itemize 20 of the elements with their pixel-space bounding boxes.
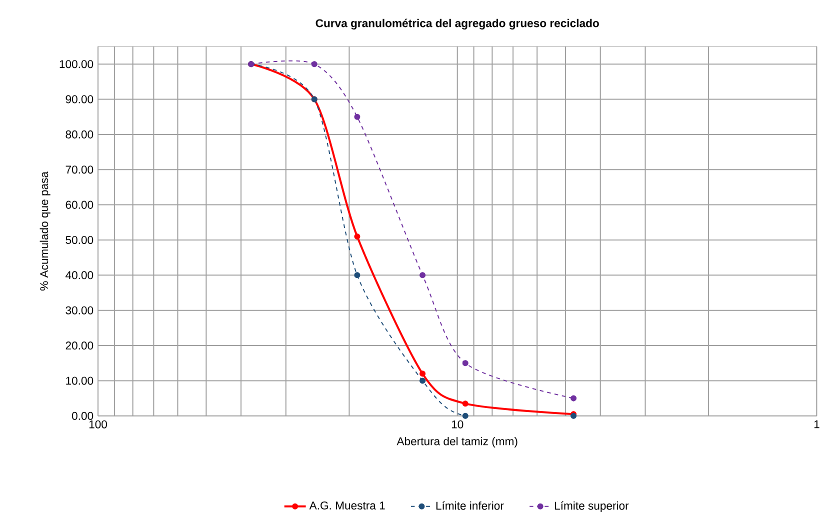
chart-title: Curva granulométrica del agregado grueso reciclado (316, 18, 599, 30)
x-tick-label: 10 (452, 420, 464, 428)
legend-label: A.G. Muestra 1 (309, 502, 385, 510)
y-tick-label: 80.00 (66, 130, 94, 138)
y-tick-label: 10.00 (66, 376, 94, 385)
y-tick-label: 100.00 (60, 60, 94, 68)
y-tick-label: 50.00 (66, 236, 94, 244)
y-tick-label: 60.00 (66, 200, 94, 209)
y-tick-label: 30.00 (66, 306, 94, 314)
y-tick-label: 90.00 (66, 95, 94, 104)
y-axis-title: % Acumulado que pasa (40, 172, 50, 291)
y-tick-label: 70.00 (66, 166, 94, 174)
y-tick-label: 0.00 (72, 412, 94, 420)
x-tick-label: 1 (814, 420, 820, 428)
legend-label: Límite inferior (436, 501, 504, 510)
legend-label: Límite superior (554, 501, 629, 512)
x-axis-title: Abertura del tamiz (mm) (396, 436, 518, 448)
y-tick-label: 20.00 (66, 342, 94, 350)
y-tick-label: 40.00 (66, 271, 94, 280)
x-tick-label: 100 (89, 420, 107, 428)
